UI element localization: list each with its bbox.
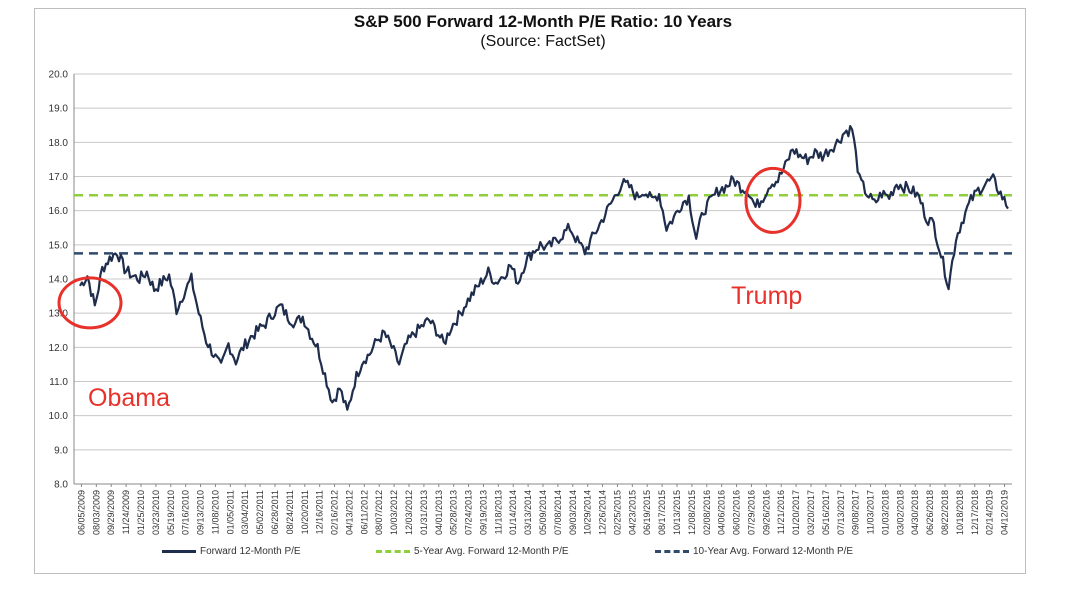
x-tick-label: 03/04/2011 xyxy=(240,490,250,534)
chart-subtitle: (Source: FactSet) xyxy=(480,33,606,50)
x-tick-label: 06/11/2012 xyxy=(359,490,369,534)
x-tick-label: 04/23/2015 xyxy=(627,490,637,535)
x-tick-label: 01/14/2014 xyxy=(508,490,518,535)
x-tick-label: 02/14/2019 xyxy=(985,490,995,535)
x-tick-label: 02/16/2012 xyxy=(330,490,340,535)
legend-swatch-10yr-avg xyxy=(655,550,689,553)
x-tick-label: 04/01/2013 xyxy=(434,490,444,535)
x-tick-label: 01/03/2018 xyxy=(880,490,890,535)
x-tick-label: 06/05/2009 xyxy=(76,490,86,535)
x-tick-label: 10/20/2011 xyxy=(300,490,310,534)
x-tick-label: 08/03/2009 xyxy=(91,490,101,535)
x-tick-label: 07/29/2016 xyxy=(746,490,756,535)
x-tick-label: 01/20/2017 xyxy=(791,490,801,535)
y-tick-label: 8.0 xyxy=(54,480,68,491)
x-tick-label: 05/09/2014 xyxy=(538,490,548,535)
legend-item-10yr-avg: 10-Year Avg. Forward 12-Month P/E xyxy=(655,546,853,557)
x-tick-label: 10/13/2015 xyxy=(672,490,682,535)
x-tick-label: 03/20/2017 xyxy=(806,490,816,535)
series-line-forward-pe xyxy=(79,125,1009,411)
annotation-circle-obama xyxy=(57,276,123,330)
x-tick-label: 07/24/2013 xyxy=(464,490,474,535)
annotation-circle-trump xyxy=(744,166,802,234)
x-tick-label: 12/26/2014 xyxy=(598,490,608,535)
x-tick-label: 09/08/2017 xyxy=(851,490,861,535)
x-tick-label: 04/12/2019 xyxy=(1000,490,1010,535)
x-tick-label: 11/18/2013 xyxy=(493,490,503,534)
annotation-obama: Obama xyxy=(88,384,170,412)
x-tick-label: 07/16/2010 xyxy=(181,490,191,535)
y-tick-label: 17.0 xyxy=(49,172,69,183)
x-tick-label: 07/08/2014 xyxy=(553,490,563,535)
x-tick-label: 01/05/2011 xyxy=(225,490,235,534)
y-tick-label: 20.0 xyxy=(49,70,69,81)
x-tick-label: 06/28/2011 xyxy=(270,490,280,534)
x-tick-label: 10/03/2012 xyxy=(389,490,399,535)
y-tick-label: 11.0 xyxy=(49,377,68,388)
x-tick-label: 01/31/2013 xyxy=(419,490,429,535)
x-tick-label: 09/29/2009 xyxy=(106,490,116,535)
x-tick-label: 10/18/2018 xyxy=(955,490,965,535)
y-tick-label: 15.0 xyxy=(49,240,69,251)
x-tick-label: 09/26/2016 xyxy=(761,490,771,535)
chart-frame xyxy=(34,8,1026,574)
legend-swatch-forward-pe xyxy=(162,550,196,553)
x-tick-label: 09/13/2010 xyxy=(196,490,206,535)
x-tick-label: 05/16/2017 xyxy=(821,490,831,535)
x-tick-label: 12/17/2018 xyxy=(970,490,980,535)
x-tick-label: 10/29/2014 xyxy=(583,490,593,535)
chart-legend: Forward 12-Month P/E 5-Year Avg. Forward… xyxy=(0,546,1086,566)
y-tick-label: 19.0 xyxy=(49,104,69,115)
y-tick-label: 16.0 xyxy=(49,206,69,217)
x-tick-label: 08/07/2012 xyxy=(374,490,384,535)
x-tick-label: 02/08/2016 xyxy=(702,490,712,535)
x-tick-label: 11/03/2017 xyxy=(866,490,876,534)
legend-item-5yr-avg: 5-Year Avg. Forward 12-Month P/E xyxy=(376,546,569,557)
x-tick-label: 09/19/2013 xyxy=(478,490,488,535)
legend-item-forward-pe: Forward 12-Month P/E xyxy=(162,546,301,557)
legend-swatch-5yr-avg xyxy=(376,550,410,553)
x-tick-label: 04/30/2018 xyxy=(910,490,920,535)
y-tick-label: 10.0 xyxy=(49,411,69,422)
y-tick-label: 9.0 xyxy=(54,445,68,456)
x-tick-label: 01/25/2010 xyxy=(136,490,146,535)
x-tick-label: 05/19/2010 xyxy=(166,490,176,535)
x-tick-label: 03/13/2014 xyxy=(523,490,533,535)
y-tick-label: 14.0 xyxy=(49,275,69,286)
annotation-trump: Trump xyxy=(731,282,803,310)
legend-label-forward-pe: Forward 12-Month P/E xyxy=(200,546,301,557)
x-tick-label: 11/08/2010 xyxy=(210,490,220,534)
x-tick-label: 12/16/2011 xyxy=(315,490,325,534)
y-tick-label: 12.0 xyxy=(49,343,69,354)
x-tick-label: 04/13/2012 xyxy=(344,490,354,535)
x-tick-label: 11/24/2009 xyxy=(121,490,131,534)
legend-label-10yr-avg: 10-Year Avg. Forward 12-Month P/E xyxy=(693,546,854,557)
x-tick-label: 03/23/2010 xyxy=(151,490,161,535)
x-tick-label: 08/17/2015 xyxy=(657,490,667,535)
x-tick-label: 12/03/2012 xyxy=(404,490,414,535)
x-tick-label: 04/06/2016 xyxy=(717,490,727,535)
x-tick-label: 08/24/2011 xyxy=(285,490,295,534)
x-tick-label: 05/28/2013 xyxy=(449,490,459,535)
x-tick-label: 09/03/2014 xyxy=(568,490,578,535)
x-tick-label: 12/08/2015 xyxy=(687,490,697,535)
x-tick-label: 07/13/2017 xyxy=(836,490,846,535)
y-tick-label: 18.0 xyxy=(49,138,69,149)
x-tick-label: 05/02/2011 xyxy=(255,490,265,534)
x-tick-label: 11/21/2016 xyxy=(776,490,786,534)
legend-label-5yr-avg: 5-Year Avg. Forward 12-Month P/E xyxy=(414,546,569,557)
x-tick-label: 06/26/2018 xyxy=(925,490,935,535)
x-tick-label: 06/02/2016 xyxy=(732,490,742,535)
x-tick-label: 03/02/2018 xyxy=(895,490,905,535)
x-tick-label: 08/22/2018 xyxy=(940,490,950,535)
x-tick-label: 02/25/2015 xyxy=(612,490,622,535)
y-tick-label: 13.0 xyxy=(49,309,69,320)
x-tick-label: 06/19/2015 xyxy=(642,490,652,535)
chart-title: S&P 500 Forward 12-Month P/E Ratio: 10 Y… xyxy=(353,12,733,31)
